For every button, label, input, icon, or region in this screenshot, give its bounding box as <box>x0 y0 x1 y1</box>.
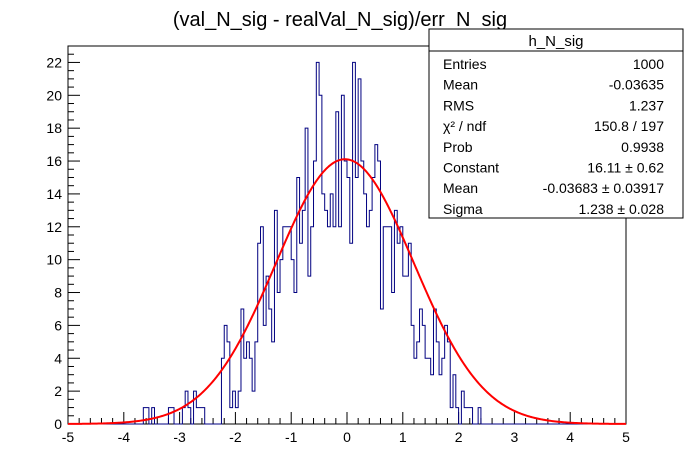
x-tick-label: 2 <box>455 429 463 445</box>
y-tick-label: 0 <box>54 416 62 432</box>
stats-label: Prob <box>443 139 473 155</box>
stats-label: Mean <box>443 180 478 196</box>
stats-label: Mean <box>443 77 478 93</box>
stats-label: Entries <box>443 56 487 72</box>
x-tick-label: 5 <box>622 429 630 445</box>
stats-value: -0.03635 <box>609 77 664 93</box>
y-tick-label: 4 <box>54 350 62 366</box>
stats-title: h_N_sig <box>528 33 583 50</box>
y-axis: 0 2 4 6 8 10 12 14 16 18 20 22 <box>46 45 80 432</box>
y-tick-label: 10 <box>46 252 62 268</box>
stats-label: RMS <box>443 97 474 113</box>
gaussian-fit-curve <box>68 158 626 425</box>
x-tick-label: 1 <box>399 429 407 445</box>
stats-box-border <box>428 28 684 219</box>
x-tick-label: 0 <box>343 429 351 445</box>
stats-value: 1.237 <box>629 97 664 113</box>
histogram-outline <box>68 61 626 425</box>
x-tick-label: -5 <box>62 429 75 445</box>
x-tick-label: -1 <box>285 429 298 445</box>
x-tick-label: 4 <box>566 429 574 445</box>
x-axis: -5 -4 -3 -2 -1 0 1 2 3 4 5 <box>62 412 630 445</box>
x-tick-label: -3 <box>173 429 186 445</box>
stats-value: 1.238 ± 0.028 <box>578 201 664 217</box>
stats-value: 150.8 / 197 <box>594 118 664 134</box>
stats-rows: Entries 1000 Mean -0.03635 RMS 1.237 χ² / ndf 1… <box>443 56 664 217</box>
y-tick-label: 18 <box>46 120 62 136</box>
y-tick-label: 14 <box>46 186 62 202</box>
y-tick-label: 6 <box>54 317 62 333</box>
y-tick-label: 22 <box>46 54 62 70</box>
y-tick-label: 12 <box>46 219 62 235</box>
stats-box: h_N_sig Entries 1000 Mean -0.03635 RMS 1.237 χ… <box>428 28 684 219</box>
y-tick-label: 16 <box>46 153 62 169</box>
stats-value: -0.03683 ± 0.03917 <box>543 180 665 196</box>
chart-title: (val_N_sig - realVal_N_sig)/err_N_sig <box>173 9 507 31</box>
stats-value: 16.11 ± 0.62 <box>587 160 664 176</box>
stats-label: Constant <box>443 160 499 176</box>
stats-label: χ² / ndf <box>443 118 486 134</box>
stats-value: 0.9938 <box>621 139 664 155</box>
stats-label: Sigma <box>443 201 483 217</box>
y-tick-label: 2 <box>54 383 62 399</box>
stats-value: 1000 <box>633 56 664 72</box>
x-tick-label: -2 <box>229 429 242 445</box>
x-tick-label: -4 <box>118 429 131 445</box>
x-tick-label: 3 <box>511 429 519 445</box>
y-tick-label: 20 <box>46 87 62 103</box>
y-tick-label: 8 <box>54 285 62 301</box>
